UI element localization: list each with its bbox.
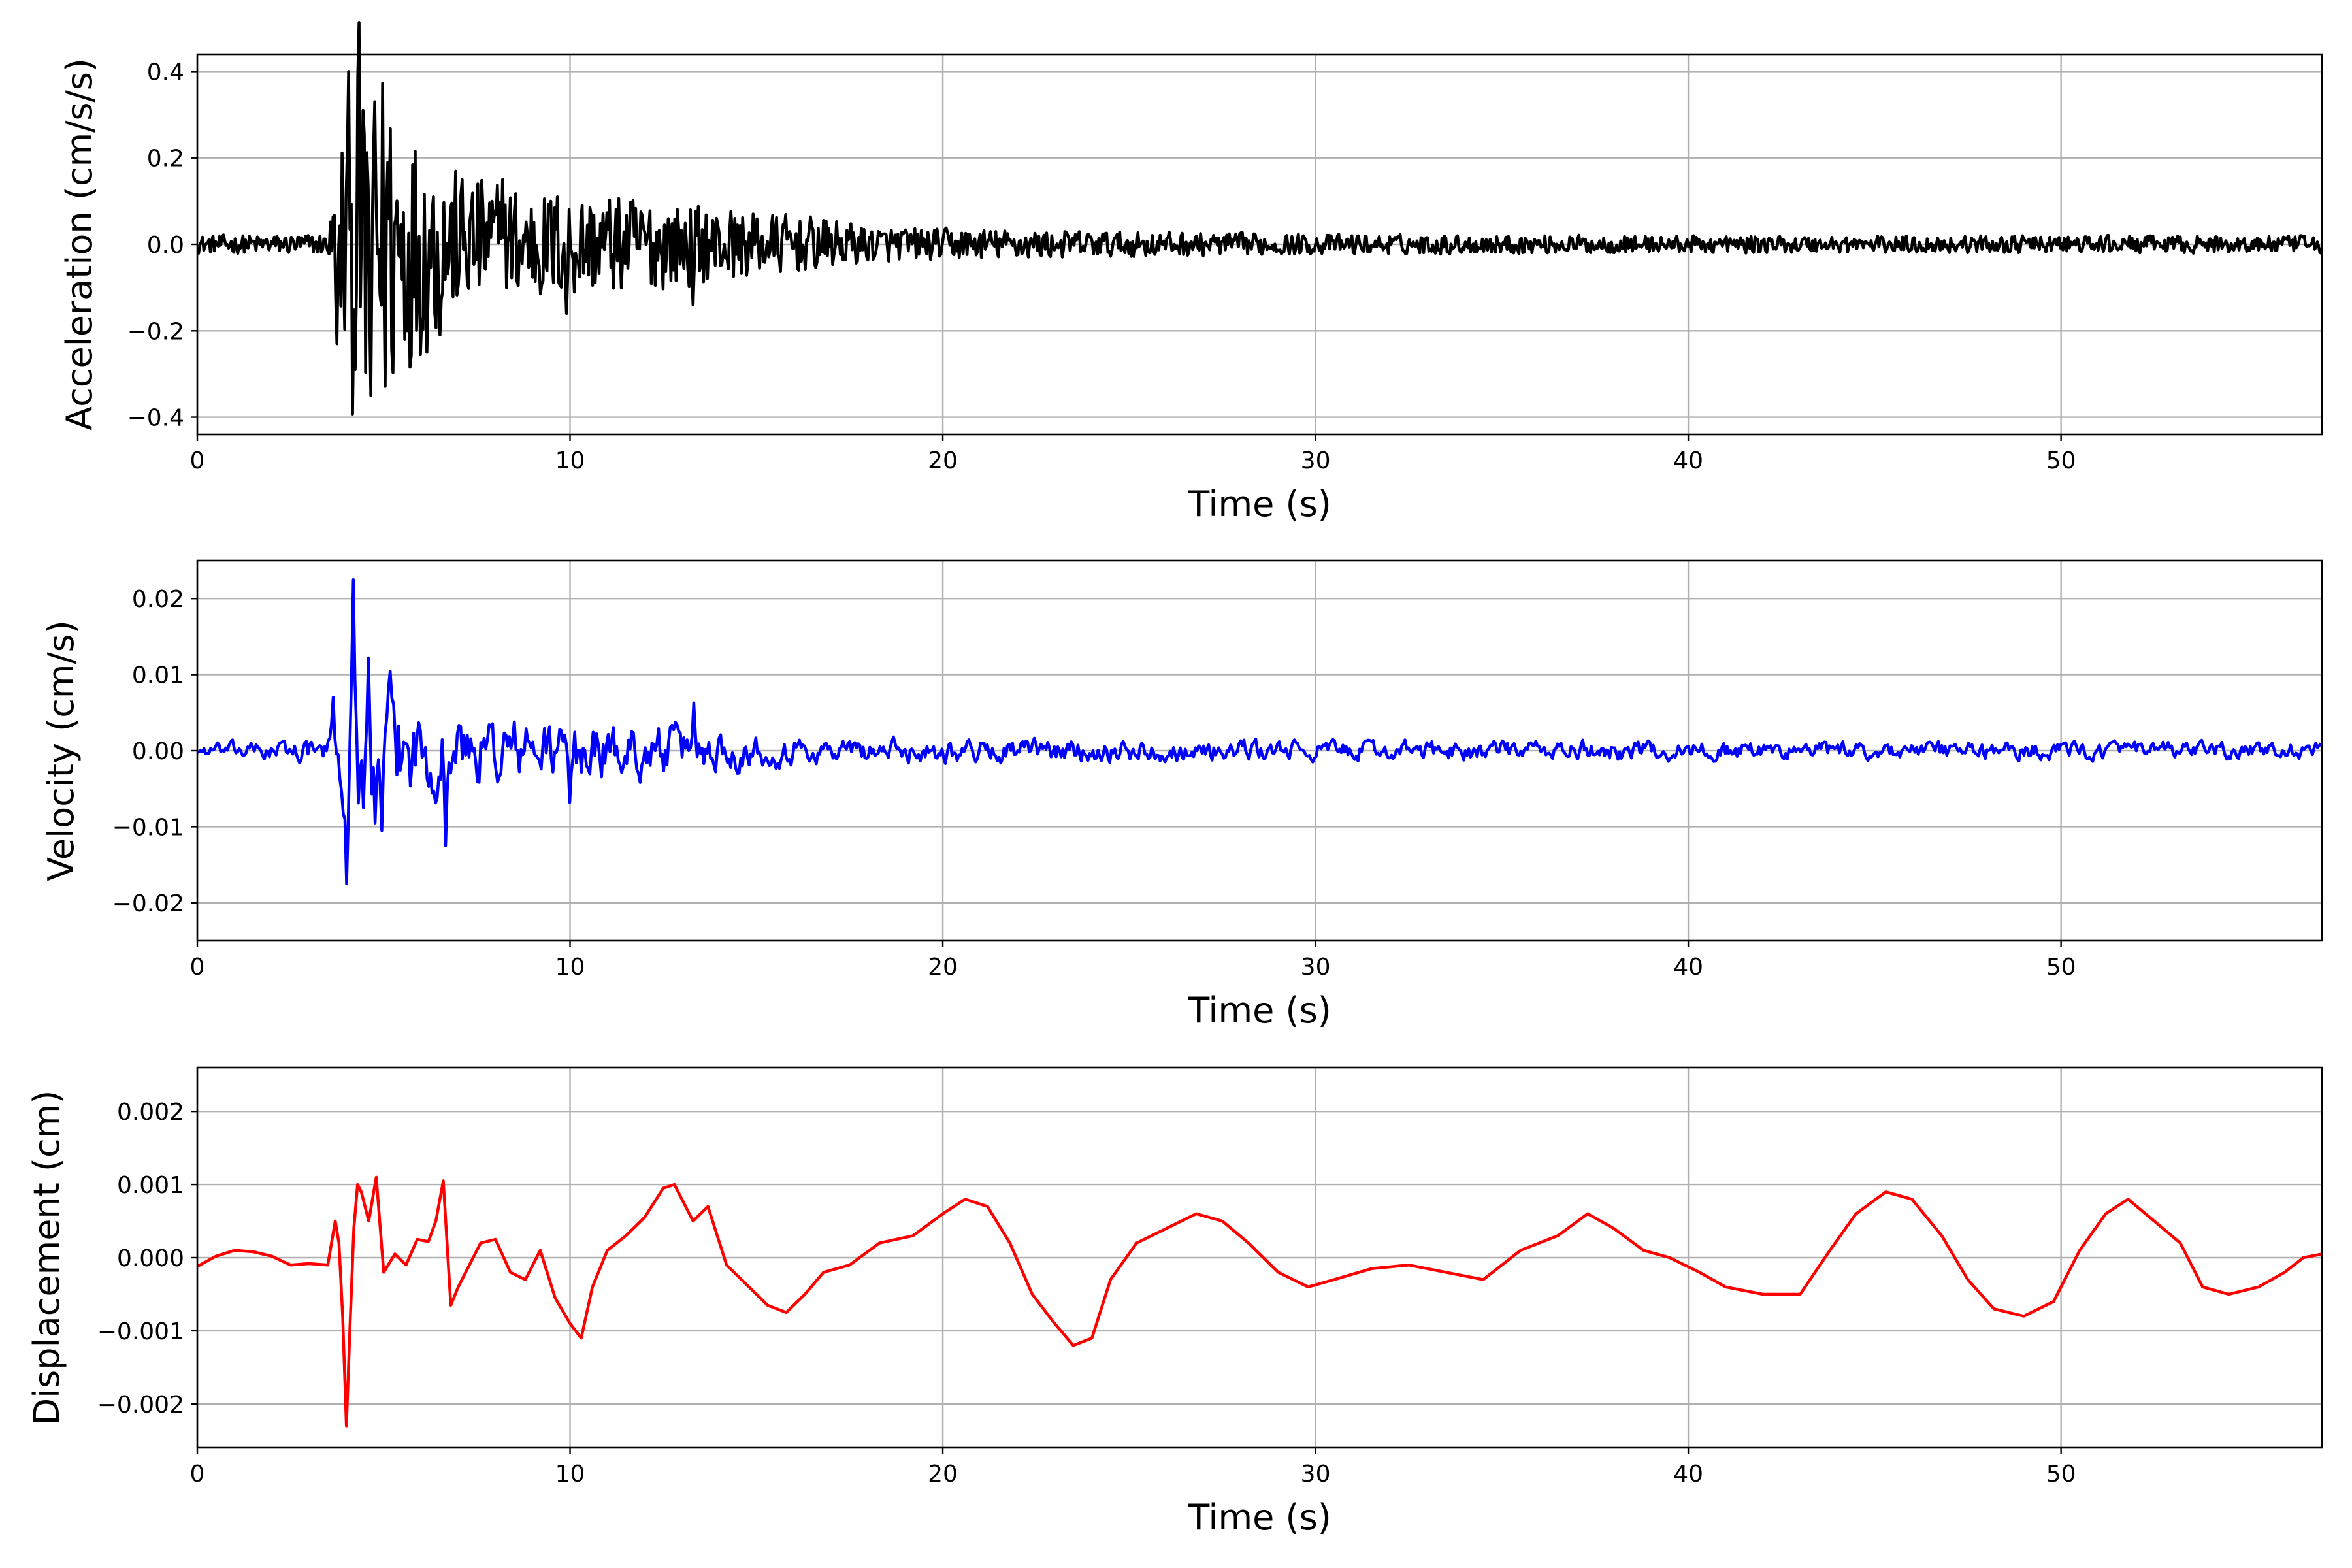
- panel-displacement: 0 10 20 30 40 50 −0.002 −0.001 0.000 0.001 0.002 Ti…: [26, 1066, 2323, 1538]
- series-line-velocity: [197, 578, 2323, 885]
- x-tick-label: 20: [928, 954, 958, 981]
- y-tick-label: 0.02: [132, 586, 184, 613]
- y-tick-label: −0.02: [112, 890, 184, 917]
- y-tick-label: 0.2: [147, 146, 184, 172]
- x-tick-label: 10: [555, 448, 585, 474]
- x-tick-label: 0: [190, 954, 205, 981]
- x-axis-label: Time (s): [1187, 483, 1331, 525]
- y-tick-label: 0.01: [132, 662, 184, 689]
- y-tick-label: −0.4: [127, 405, 184, 432]
- y-tick-label: 0.000: [117, 1245, 184, 1272]
- x-tick-label: 50: [2046, 954, 2076, 981]
- x-tick-label: 10: [555, 1461, 585, 1488]
- x-tick-label: 50: [2046, 1461, 2076, 1488]
- x-tick-label: 0: [190, 448, 205, 474]
- x-axis-label: Time (s): [1187, 1497, 1331, 1538]
- y-tick-label: 0.002: [117, 1099, 184, 1126]
- series-line-acceleration: [196, 21, 2322, 416]
- y-axis-label: Displacement (cm): [26, 1090, 67, 1426]
- x-tick-label: 40: [1673, 1461, 1703, 1488]
- y-tick-label: −0.01: [112, 814, 184, 841]
- y-tick-label: 0.0: [147, 232, 184, 259]
- series-line-displacement: [196, 1175, 2323, 1428]
- x-tick-label: 40: [1673, 954, 1703, 981]
- x-tick-label: 0: [190, 1461, 205, 1488]
- y-tick-label: 0.4: [147, 59, 184, 86]
- x-tick-label: 40: [1673, 448, 1703, 474]
- y-tick-label: 0.001: [117, 1172, 184, 1199]
- panel-acceleration: 0 10 20 30 40 50 −0.4 −0.2 0.0 0.2 0.4 Time (s) Acce…: [59, 21, 2323, 525]
- x-tick-label: 50: [2046, 448, 2076, 474]
- y-tick-label: 0.00: [132, 738, 184, 765]
- y-tick-label: −0.002: [97, 1392, 184, 1418]
- x-tick-label: 30: [1301, 448, 1331, 474]
- panel-velocity: 0 10 20 30 40 50 −0.02 −0.01 0.00 0.01 0.02 Time (s…: [41, 559, 2323, 1031]
- x-tick-label: 10: [555, 954, 585, 981]
- x-axis-label: Time (s): [1187, 990, 1331, 1031]
- y-tick-label: −0.001: [97, 1318, 184, 1345]
- y-tick-label: −0.2: [127, 318, 184, 345]
- x-tick-label: 30: [1301, 1461, 1331, 1488]
- y-axis-label: Velocity (cm/s): [41, 620, 82, 881]
- x-tick-label: 30: [1301, 954, 1331, 981]
- y-axis-label: Acceleration (cm/s/s): [59, 58, 100, 431]
- x-tick-label: 20: [928, 448, 958, 474]
- x-tick-label: 20: [928, 1461, 958, 1488]
